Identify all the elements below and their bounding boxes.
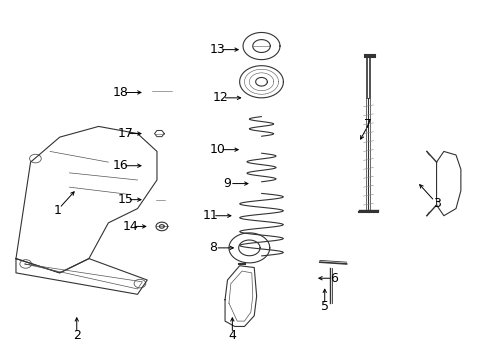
Text: 12: 12 <box>212 91 227 104</box>
Text: 13: 13 <box>209 43 225 56</box>
Text: 5: 5 <box>320 300 328 313</box>
Text: 4: 4 <box>228 329 236 342</box>
Text: 10: 10 <box>209 143 225 156</box>
Text: 1: 1 <box>53 204 61 217</box>
Text: 8: 8 <box>208 241 217 255</box>
Text: 15: 15 <box>117 193 133 206</box>
Text: 11: 11 <box>202 209 218 222</box>
Text: 18: 18 <box>112 86 128 99</box>
Text: 3: 3 <box>432 197 440 210</box>
Text: 9: 9 <box>223 177 231 190</box>
Text: 16: 16 <box>112 159 128 172</box>
Text: 17: 17 <box>117 127 133 140</box>
Text: 2: 2 <box>73 329 81 342</box>
Text: 6: 6 <box>330 272 338 285</box>
Text: 14: 14 <box>122 220 138 233</box>
Text: 7: 7 <box>364 118 372 131</box>
